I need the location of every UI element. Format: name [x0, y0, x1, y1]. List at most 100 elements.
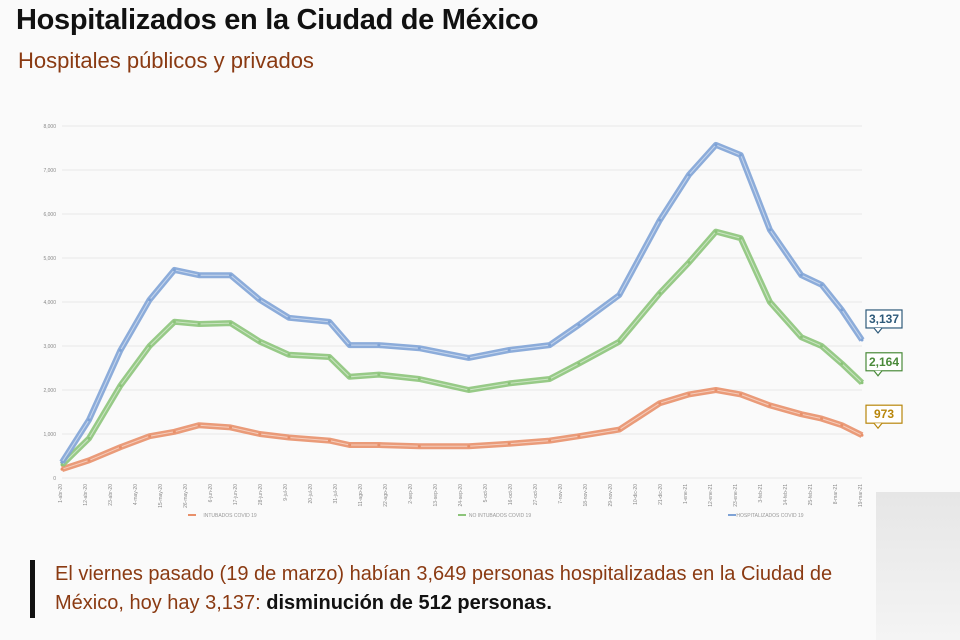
caption: El viernes pasado (19 de marzo) habían 3… [30, 560, 895, 618]
data-point [577, 434, 581, 438]
data-point [687, 173, 691, 177]
end-label: 3,137 [869, 312, 899, 326]
x-tick-label: 10-dic-20 [633, 484, 639, 505]
data-point [377, 343, 381, 347]
data-point [820, 283, 824, 287]
end-label-box [865, 404, 903, 424]
end-label-box [865, 352, 903, 372]
x-tick-label: 16-oct-20 [508, 484, 514, 505]
end-label-box [865, 309, 903, 329]
data-point [507, 442, 511, 446]
data-point [327, 355, 331, 359]
x-tick-label: 11-ago-20 [358, 484, 364, 507]
x-tick-label: 13-sep-20 [433, 484, 439, 507]
legend-label: HOSPITALIZADOS COVID 19 [736, 513, 803, 519]
data-point [739, 392, 743, 396]
data-point [287, 436, 291, 440]
data-point [148, 298, 152, 302]
x-tick-label: 17-jun-20 [233, 484, 239, 505]
data-point [840, 423, 844, 427]
data-point [548, 343, 552, 347]
data-point [768, 300, 772, 304]
series-line-2 [59, 141, 865, 464]
x-tick-label: 1-ene-21 [683, 484, 689, 504]
data-point [327, 439, 331, 443]
y-tick-label: 5,000 [43, 256, 56, 262]
data-point [714, 143, 718, 147]
caption-highlight: disminución de 512 personas. [266, 592, 552, 614]
data-point [417, 377, 421, 381]
x-tick-label: 2-sep-20 [408, 484, 414, 504]
data-point [507, 381, 511, 385]
data-point [417, 444, 421, 448]
data-point [617, 293, 621, 297]
data-point [768, 403, 772, 407]
end-label-pointer [873, 370, 883, 377]
data-point [327, 320, 331, 324]
x-tick-label: 9-jul-20 [283, 484, 289, 501]
data-point [172, 268, 176, 272]
series-line-highlight-2 [61, 144, 863, 463]
data-point [87, 418, 91, 422]
x-tick-label: 25-feb-21 [808, 484, 814, 506]
x-tick-label: 26-may-20 [183, 484, 189, 508]
data-point [820, 344, 824, 348]
y-tick-label: 6,000 [43, 212, 56, 218]
data-point [768, 228, 772, 232]
data-point [840, 308, 844, 312]
x-tick-label: 19-mar-21 [858, 484, 864, 507]
y-tick-label: 0 [53, 476, 56, 482]
x-tick-label: 31-jul-20 [333, 484, 339, 504]
legend-label: NO INTUBADOS COVID 19 [469, 513, 531, 519]
data-point [860, 433, 864, 437]
y-tick-label: 7,000 [43, 168, 56, 174]
data-point [258, 432, 262, 436]
x-tick-label: 18-nov-20 [583, 484, 589, 507]
x-tick-label: 23-ene-21 [733, 484, 739, 507]
data-point [118, 384, 122, 388]
data-point [687, 260, 691, 264]
data-point [229, 273, 233, 277]
data-point [87, 436, 91, 440]
data-point [348, 375, 352, 379]
video-overlay [876, 492, 960, 640]
end-label-pointer [873, 422, 883, 430]
data-point [197, 273, 201, 277]
x-tick-label: 15-may-20 [158, 484, 164, 508]
data-point [118, 445, 122, 449]
series-line-highlight-0 [61, 389, 863, 470]
legend-label: INTUBADOS COVID 19 [203, 513, 257, 519]
end-label-pointer [873, 327, 883, 334]
data-point [548, 439, 552, 443]
data-point [467, 356, 471, 360]
data-point [197, 322, 201, 326]
data-point [229, 425, 233, 429]
x-tick-label: 3-feb-21 [758, 484, 764, 503]
data-point [148, 434, 152, 438]
x-tick-label: 7-nov-20 [558, 484, 564, 504]
page-title: Hospitalizados en la Ciudad de México [16, 4, 539, 36]
data-point [348, 343, 352, 347]
x-tick-label: 27-oct-20 [533, 484, 539, 505]
x-tick-label: 12-ene-21 [708, 484, 714, 507]
data-point [467, 388, 471, 392]
data-point [229, 321, 233, 325]
data-point [577, 362, 581, 366]
x-tick-label: 8-mar-21 [833, 484, 839, 505]
data-point [118, 348, 122, 352]
x-tick-label: 21-dic-20 [658, 484, 664, 505]
end-label: 973 [874, 407, 894, 421]
data-point [714, 230, 718, 234]
data-point [687, 392, 691, 396]
data-point [799, 273, 803, 277]
caption-text: El viernes pasado (19 de marzo) habían 3… [55, 563, 833, 614]
y-tick-label: 3,000 [43, 344, 56, 350]
data-point [714, 388, 718, 392]
data-point [87, 458, 91, 462]
x-tick-label: 14-feb-21 [783, 484, 789, 506]
data-point [377, 373, 381, 377]
data-point [820, 417, 824, 421]
data-point [840, 362, 844, 366]
x-tick-label: 24-sep-20 [458, 484, 464, 507]
data-point [799, 335, 803, 339]
